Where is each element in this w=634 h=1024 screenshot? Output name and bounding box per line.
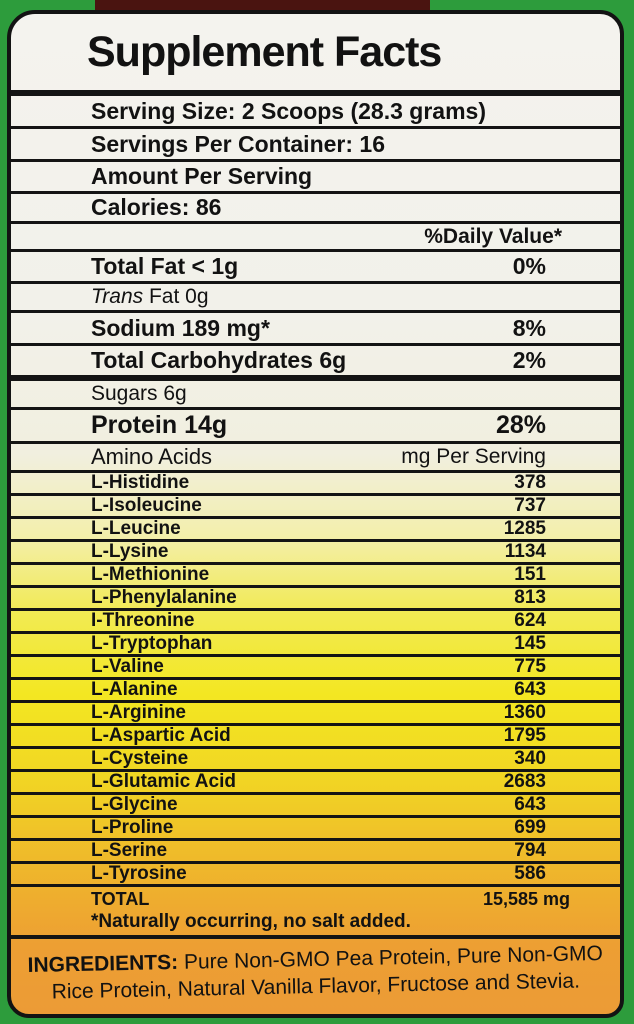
amount-per-serving-text: Amount Per Serving	[91, 163, 313, 189]
serving-size-text: Serving Size: 2 Scoops (28.3 grams)	[91, 97, 486, 124]
label-title: Supplement Facts	[11, 14, 620, 96]
amino-acid-row: L-Leucine 1285	[11, 519, 620, 542]
servings-per-container-text: Servings Per Container: 16	[91, 130, 385, 157]
calories-row: Calories: 86	[11, 194, 620, 224]
amino-acids-header-row: Amino Acids mg Per Serving	[11, 444, 620, 473]
amino-acid-row: I-Threonine 624	[11, 611, 620, 634]
protein-dv: 28%	[495, 411, 546, 439]
protein-row: Protein 14g 28%	[11, 410, 620, 444]
amino-acid-name: L-Glutamic Acid	[91, 771, 236, 792]
calories-text: Calories: 86	[91, 194, 222, 220]
amino-acid-name: L-Histidine	[91, 472, 190, 493]
amino-acid-mg: 151	[514, 564, 546, 585]
amino-total-value: 15,585 mg	[482, 889, 570, 909]
trans-fat-name: Trans Fat 0g	[91, 285, 209, 309]
amino-acid-name: L-Tyrosine	[91, 863, 187, 884]
amino-acid-mg: 340	[514, 748, 546, 769]
amino-acid-name: L-Cysteine	[91, 748, 189, 769]
amino-acid-mg: 2683	[503, 771, 546, 792]
sodium-dv: 8%	[512, 314, 546, 341]
amino-acid-mg: 643	[514, 679, 546, 700]
amino-acid-row: L-Isoleucine 737	[11, 496, 620, 519]
total-carbohydrates-name: Total Carbohydrates 6g	[91, 347, 347, 373]
amino-acid-name: L-Aspartic Acid	[91, 725, 231, 746]
footnote-text: *Naturally occurring, no salt added.	[91, 911, 411, 932]
sodium-row: Sodium 189 mg* 8%	[11, 313, 620, 346]
amino-acid-name: L-Serine	[91, 840, 168, 861]
amino-acid-name: L-Leucine	[91, 518, 181, 539]
amino-acid-name: L-Isoleucine	[91, 495, 202, 516]
supplement-facts-label: Supplement Facts Serving Size: 2 Scoops …	[7, 10, 624, 1018]
sodium-name: Sodium 189 mg*	[91, 314, 270, 341]
amino-total-row: TOTAL 15,585 mg	[11, 887, 620, 911]
amino-acid-name: L-Valine	[91, 656, 164, 677]
amino-acid-mg: 794	[514, 840, 546, 861]
amino-acid-row: L-Serine 794	[11, 841, 620, 864]
trans-fat-italic: Trans	[91, 285, 144, 308]
amino-acid-list: L-Histidine 378 L-Isoleucine 737 L-Leuci…	[11, 473, 620, 887]
amino-acid-row: L-Proline 699	[11, 818, 620, 841]
amino-acid-mg: 699	[514, 817, 546, 838]
servings-per-container-row: Servings Per Container: 16	[11, 129, 620, 162]
amino-acid-mg: 643	[514, 794, 546, 815]
amino-acid-mg: 737	[514, 495, 546, 516]
total-fat-name: Total Fat < 1g	[91, 253, 239, 279]
amino-acid-mg: 1360	[503, 702, 546, 723]
amino-acid-name: L-Glycine	[91, 794, 178, 815]
amino-acid-row: L-Arginine 1360	[11, 703, 620, 726]
amino-acid-mg: 1795	[503, 725, 546, 746]
amino-acid-name: L-Arginine	[91, 702, 186, 723]
ingredients-label: INGREDIENTS:	[27, 950, 179, 978]
daily-value-header: %Daily Value*	[424, 224, 562, 248]
sugars-name: Sugars 6g	[91, 382, 187, 405]
amino-acid-row: L-Glutamic Acid 2683	[11, 772, 620, 795]
amino-acid-row: L-Valine 775	[11, 657, 620, 680]
amino-acid-row: L-Lysine 1134	[11, 542, 620, 565]
serving-size-row: Serving Size: 2 Scoops (28.3 grams)	[11, 96, 620, 129]
amino-acid-row: L-Glycine 643	[11, 795, 620, 818]
amino-total-label: TOTAL	[91, 889, 150, 909]
amino-acid-row: L-Tyrosine 586	[11, 864, 620, 887]
amino-acid-mg: 378	[514, 472, 546, 493]
total-fat-row: Total Fat < 1g 0%	[11, 252, 620, 284]
amino-acid-mg: 1134	[504, 541, 546, 562]
amino-acid-mg: 145	[514, 633, 546, 654]
amino-acids-header-unit: mg Per Serving	[401, 445, 546, 468]
ingredients-section: INGREDIENTS: Pure Non-GMO Pea Protein, P…	[11, 933, 620, 1011]
amount-per-serving-row: Amount Per Serving	[11, 162, 620, 194]
amino-acid-row: L-Histidine 378	[11, 473, 620, 496]
total-fat-dv: 0%	[512, 253, 546, 279]
amino-acid-mg: 775	[514, 656, 546, 677]
amino-acid-mg: 586	[514, 863, 546, 884]
total-carbohydrates-row: Total Carbohydrates 6g 2%	[11, 346, 620, 381]
amino-acid-row: L-Phenylalanine 813	[11, 588, 620, 611]
total-carbohydrates-dv: 2%	[512, 347, 546, 373]
amino-acid-name: L-Alanine	[91, 679, 178, 700]
daily-value-header-row: %Daily Value*	[11, 224, 620, 252]
background-maroon-strip	[95, 0, 430, 10]
amino-acid-name: L-Phenylalanine	[91, 587, 237, 608]
amino-acid-row: L-Cysteine 340	[11, 749, 620, 772]
amino-acid-name: L-Tryptophan	[91, 633, 213, 654]
amino-acid-mg: 624	[514, 610, 546, 631]
amino-acid-mg: 1285	[503, 518, 546, 539]
amino-acid-mg: 813	[514, 587, 546, 608]
trans-fat-rest: Fat 0g	[143, 285, 209, 308]
amino-acid-row: L-Tryptophan 145	[11, 634, 620, 657]
amino-acid-name: L-Lysine	[91, 541, 169, 562]
protein-name: Protein 14g	[91, 411, 228, 439]
trans-fat-row: Trans Fat 0g	[11, 284, 620, 313]
footnote-row: *Naturally occurring, no salt added.	[11, 911, 620, 939]
amino-acid-name: L-Methionine	[91, 564, 210, 585]
amino-acid-name: L-Proline	[91, 817, 174, 838]
amino-acid-row: L-Alanine 643	[11, 680, 620, 703]
amino-acid-name: I-Threonine	[91, 610, 195, 631]
amino-acid-row: L-Methionine 151	[11, 565, 620, 588]
amino-acid-row: L-Aspartic Acid 1795	[11, 726, 620, 749]
sugars-row: Sugars 6g	[11, 381, 620, 410]
amino-acids-header-label: Amino Acids	[91, 444, 213, 469]
